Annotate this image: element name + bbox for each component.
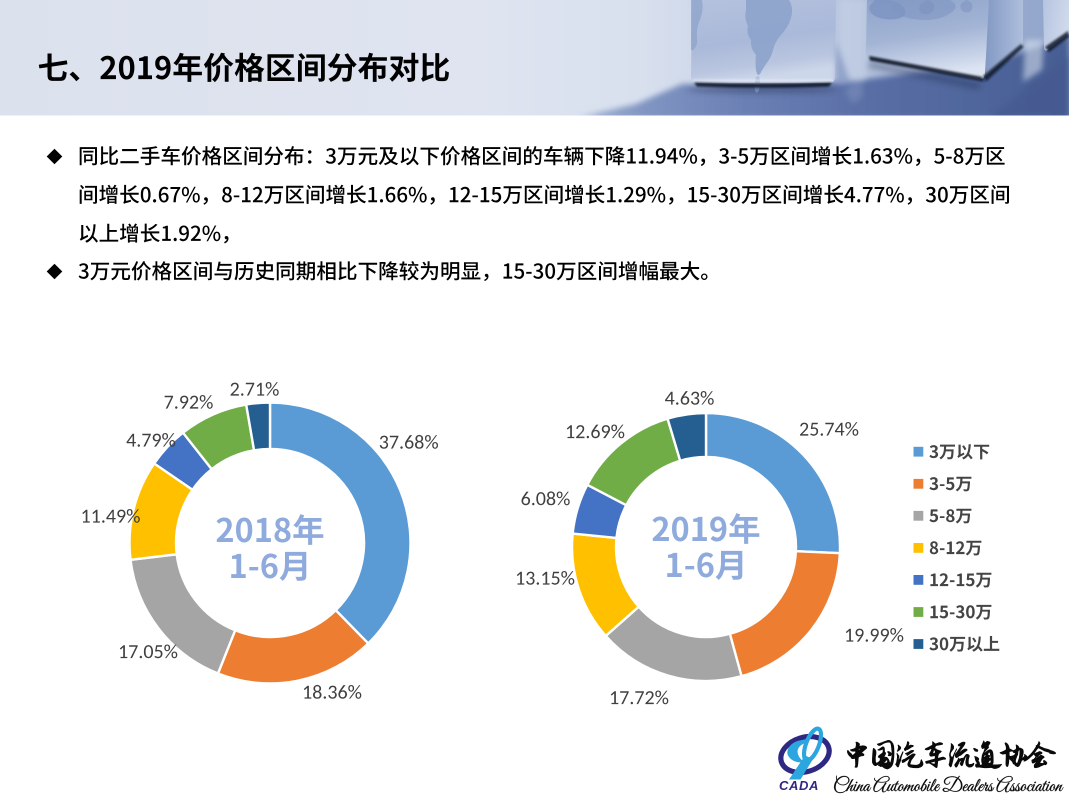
- svg-text:CADA: CADA: [779, 778, 819, 793]
